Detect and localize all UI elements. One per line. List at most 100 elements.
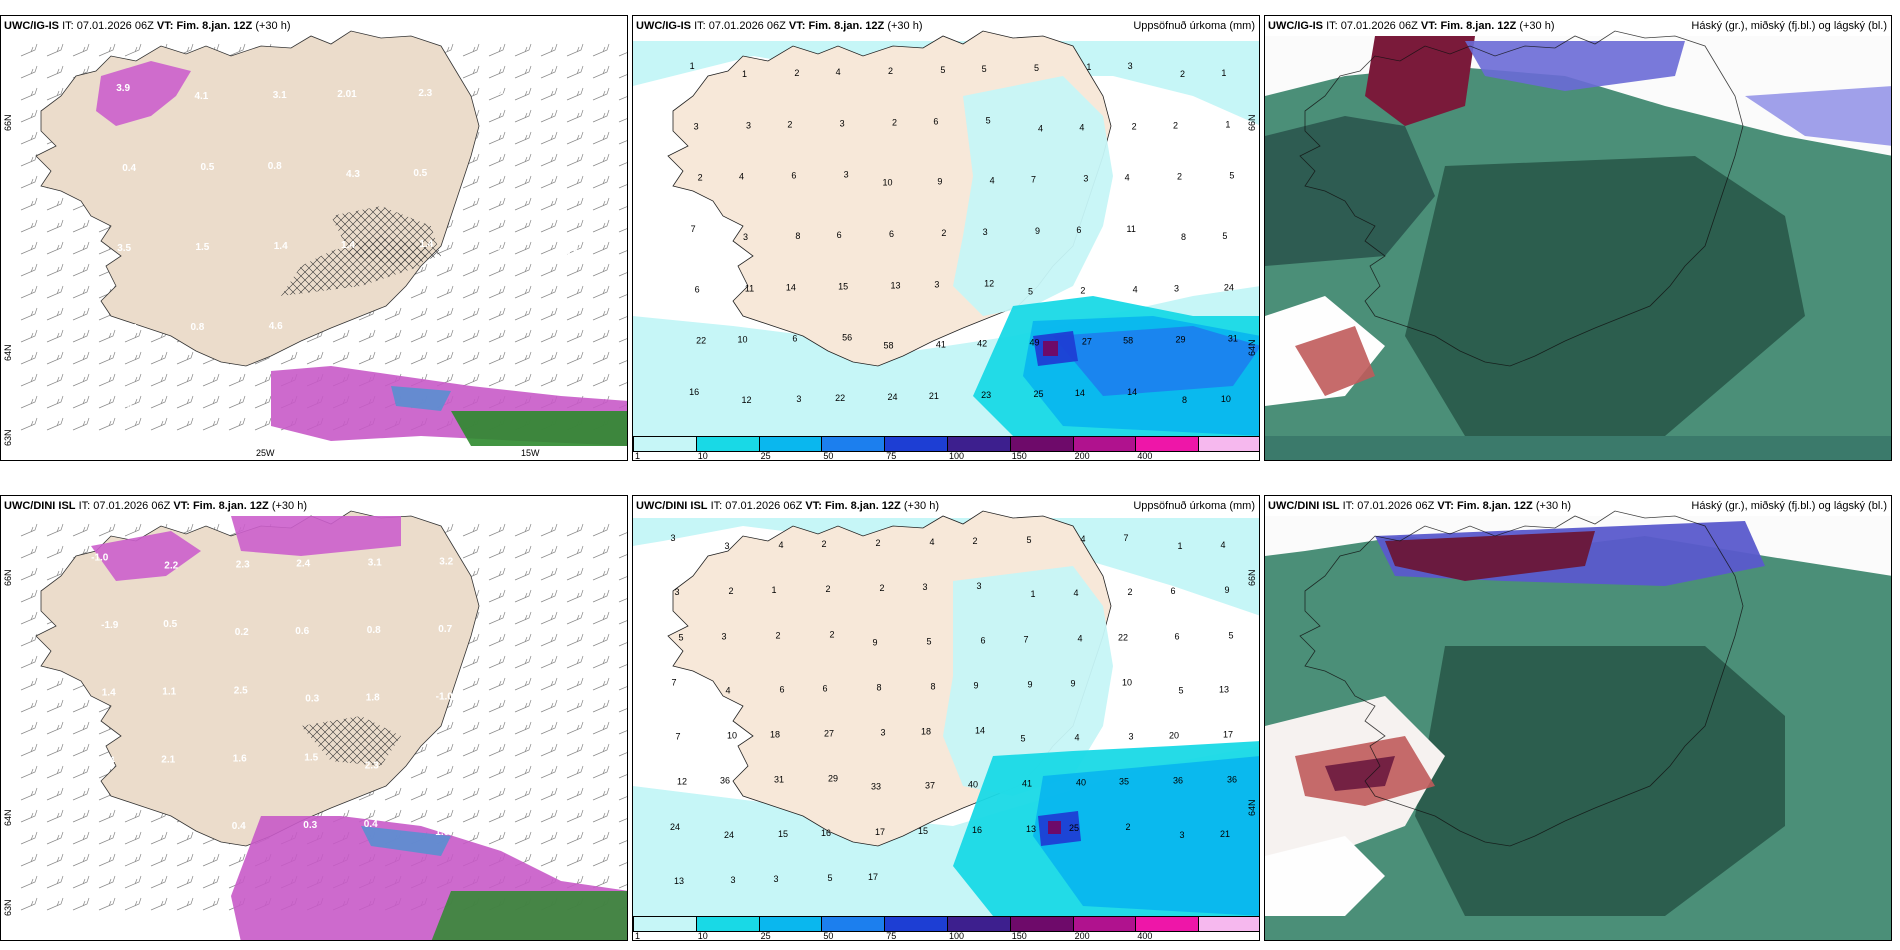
wind-barb xyxy=(566,109,584,123)
precip-area-nw xyxy=(96,61,191,126)
wind-barb xyxy=(72,417,90,431)
wind-barb xyxy=(20,897,38,911)
wind-barb xyxy=(462,329,480,343)
wind-barb xyxy=(592,219,610,233)
precip-value: 10 xyxy=(737,335,747,345)
wind-barb xyxy=(98,875,116,889)
wind-barb xyxy=(462,43,480,57)
precip-light-east xyxy=(943,566,1113,796)
precip-value: 1 xyxy=(1177,541,1182,551)
wind-barb xyxy=(566,285,584,299)
precip-value: 0.9 xyxy=(568,757,582,768)
precip-value: 4 xyxy=(1079,122,1084,132)
wind-barb xyxy=(462,743,480,757)
wind-barb xyxy=(176,351,194,365)
precip-value: 15 xyxy=(838,281,848,291)
wind-barb xyxy=(566,241,584,255)
colorbar-tick: 150 xyxy=(1011,931,1027,941)
lat-label: 63N xyxy=(3,429,13,446)
precip-value: 0.3 xyxy=(303,820,317,831)
wind-barb xyxy=(566,131,584,145)
wind-barb xyxy=(592,853,610,867)
wind-barb xyxy=(20,417,38,431)
wind-barb xyxy=(410,263,428,277)
wind-barb xyxy=(592,655,610,669)
cloud-mid-north xyxy=(1385,531,1595,581)
wind-barb xyxy=(592,699,610,713)
wind-barb xyxy=(488,263,506,277)
wind-barb xyxy=(618,752,627,757)
precip-value: 11 xyxy=(1126,224,1135,234)
wind-barb xyxy=(540,219,558,233)
precip-value: 4 xyxy=(836,67,841,77)
wind-barb xyxy=(176,831,194,845)
wind-barb xyxy=(176,875,194,889)
wind-barb xyxy=(98,831,116,845)
precip-value: 9 xyxy=(1027,679,1032,689)
wind-barb xyxy=(618,730,627,735)
wind-barb xyxy=(488,633,506,647)
precip-value: 1 xyxy=(690,61,695,71)
wind-barb xyxy=(618,206,627,211)
precip-value: 4.6 xyxy=(269,321,283,332)
map-bm: 33 4 2 2 4 2 5 4 71 43 2 1 2 2 3 31 4 2 6 95 3 2 29 5 6 7 4 22 6 574 6… xyxy=(633,510,1259,916)
lat-label: 64N xyxy=(3,809,13,826)
wind-barb xyxy=(46,787,64,801)
wind-barb xyxy=(566,699,584,713)
precip-value: 58 xyxy=(883,341,893,351)
wind-barb xyxy=(410,307,428,321)
wind-barb xyxy=(20,611,38,625)
precip-value: 6 xyxy=(792,334,797,344)
precip-value: 10 xyxy=(727,731,737,741)
precip-value: 3 xyxy=(724,541,729,551)
wind-barb xyxy=(592,131,610,145)
precip-value: 41 xyxy=(936,340,946,350)
precip-value: 9 xyxy=(872,637,877,647)
wind-barb xyxy=(514,589,532,603)
precip-value: 7 xyxy=(691,224,696,234)
wind-barb xyxy=(566,307,584,321)
wind-barb xyxy=(462,809,480,823)
precip-value: 1.4 xyxy=(341,240,355,251)
wind-barb xyxy=(488,589,506,603)
wind-barb xyxy=(618,576,627,581)
precip-value: 11 xyxy=(745,283,754,293)
wind-barb xyxy=(566,721,584,735)
wind-barb xyxy=(566,655,584,669)
colorbar-tick: 50 xyxy=(823,451,834,461)
wind-barb xyxy=(488,567,506,581)
wind-barb xyxy=(592,743,610,757)
precip-value: 17 xyxy=(868,872,878,882)
wind-barb xyxy=(566,677,584,691)
wind-barb xyxy=(488,43,506,57)
precip-value: 5 xyxy=(1178,685,1183,695)
wind-barb xyxy=(72,43,90,57)
precip-value: 0.7 xyxy=(160,822,174,833)
wind-barb xyxy=(618,140,627,145)
precip-150 xyxy=(1048,821,1061,834)
precip-value: 42 xyxy=(977,339,987,349)
wind-barb xyxy=(20,219,38,233)
wind-barb xyxy=(20,677,38,691)
wind-barb xyxy=(46,43,64,57)
wind-barb xyxy=(150,395,168,409)
wind-barb xyxy=(254,373,272,387)
precip-value: 2 xyxy=(888,66,893,76)
wind-barb xyxy=(20,329,38,343)
precip-value: 0.5 xyxy=(163,619,177,630)
precip-value: 6 xyxy=(980,635,985,645)
wind-barb xyxy=(540,285,558,299)
wind-barb xyxy=(20,43,38,57)
precip-value: 3 xyxy=(1179,830,1184,840)
precip-value: 2.2 xyxy=(164,560,178,571)
wind-barb xyxy=(124,417,142,431)
wind-barb xyxy=(592,831,610,845)
wind-barb xyxy=(592,765,610,779)
wind-barb xyxy=(20,263,38,277)
precip-value: 58 xyxy=(1123,336,1133,346)
wind-barb xyxy=(46,219,64,233)
hatched-area xyxy=(301,716,401,766)
wind-barb xyxy=(618,184,627,189)
wind-barb xyxy=(462,351,480,365)
wind-barb xyxy=(488,197,506,211)
